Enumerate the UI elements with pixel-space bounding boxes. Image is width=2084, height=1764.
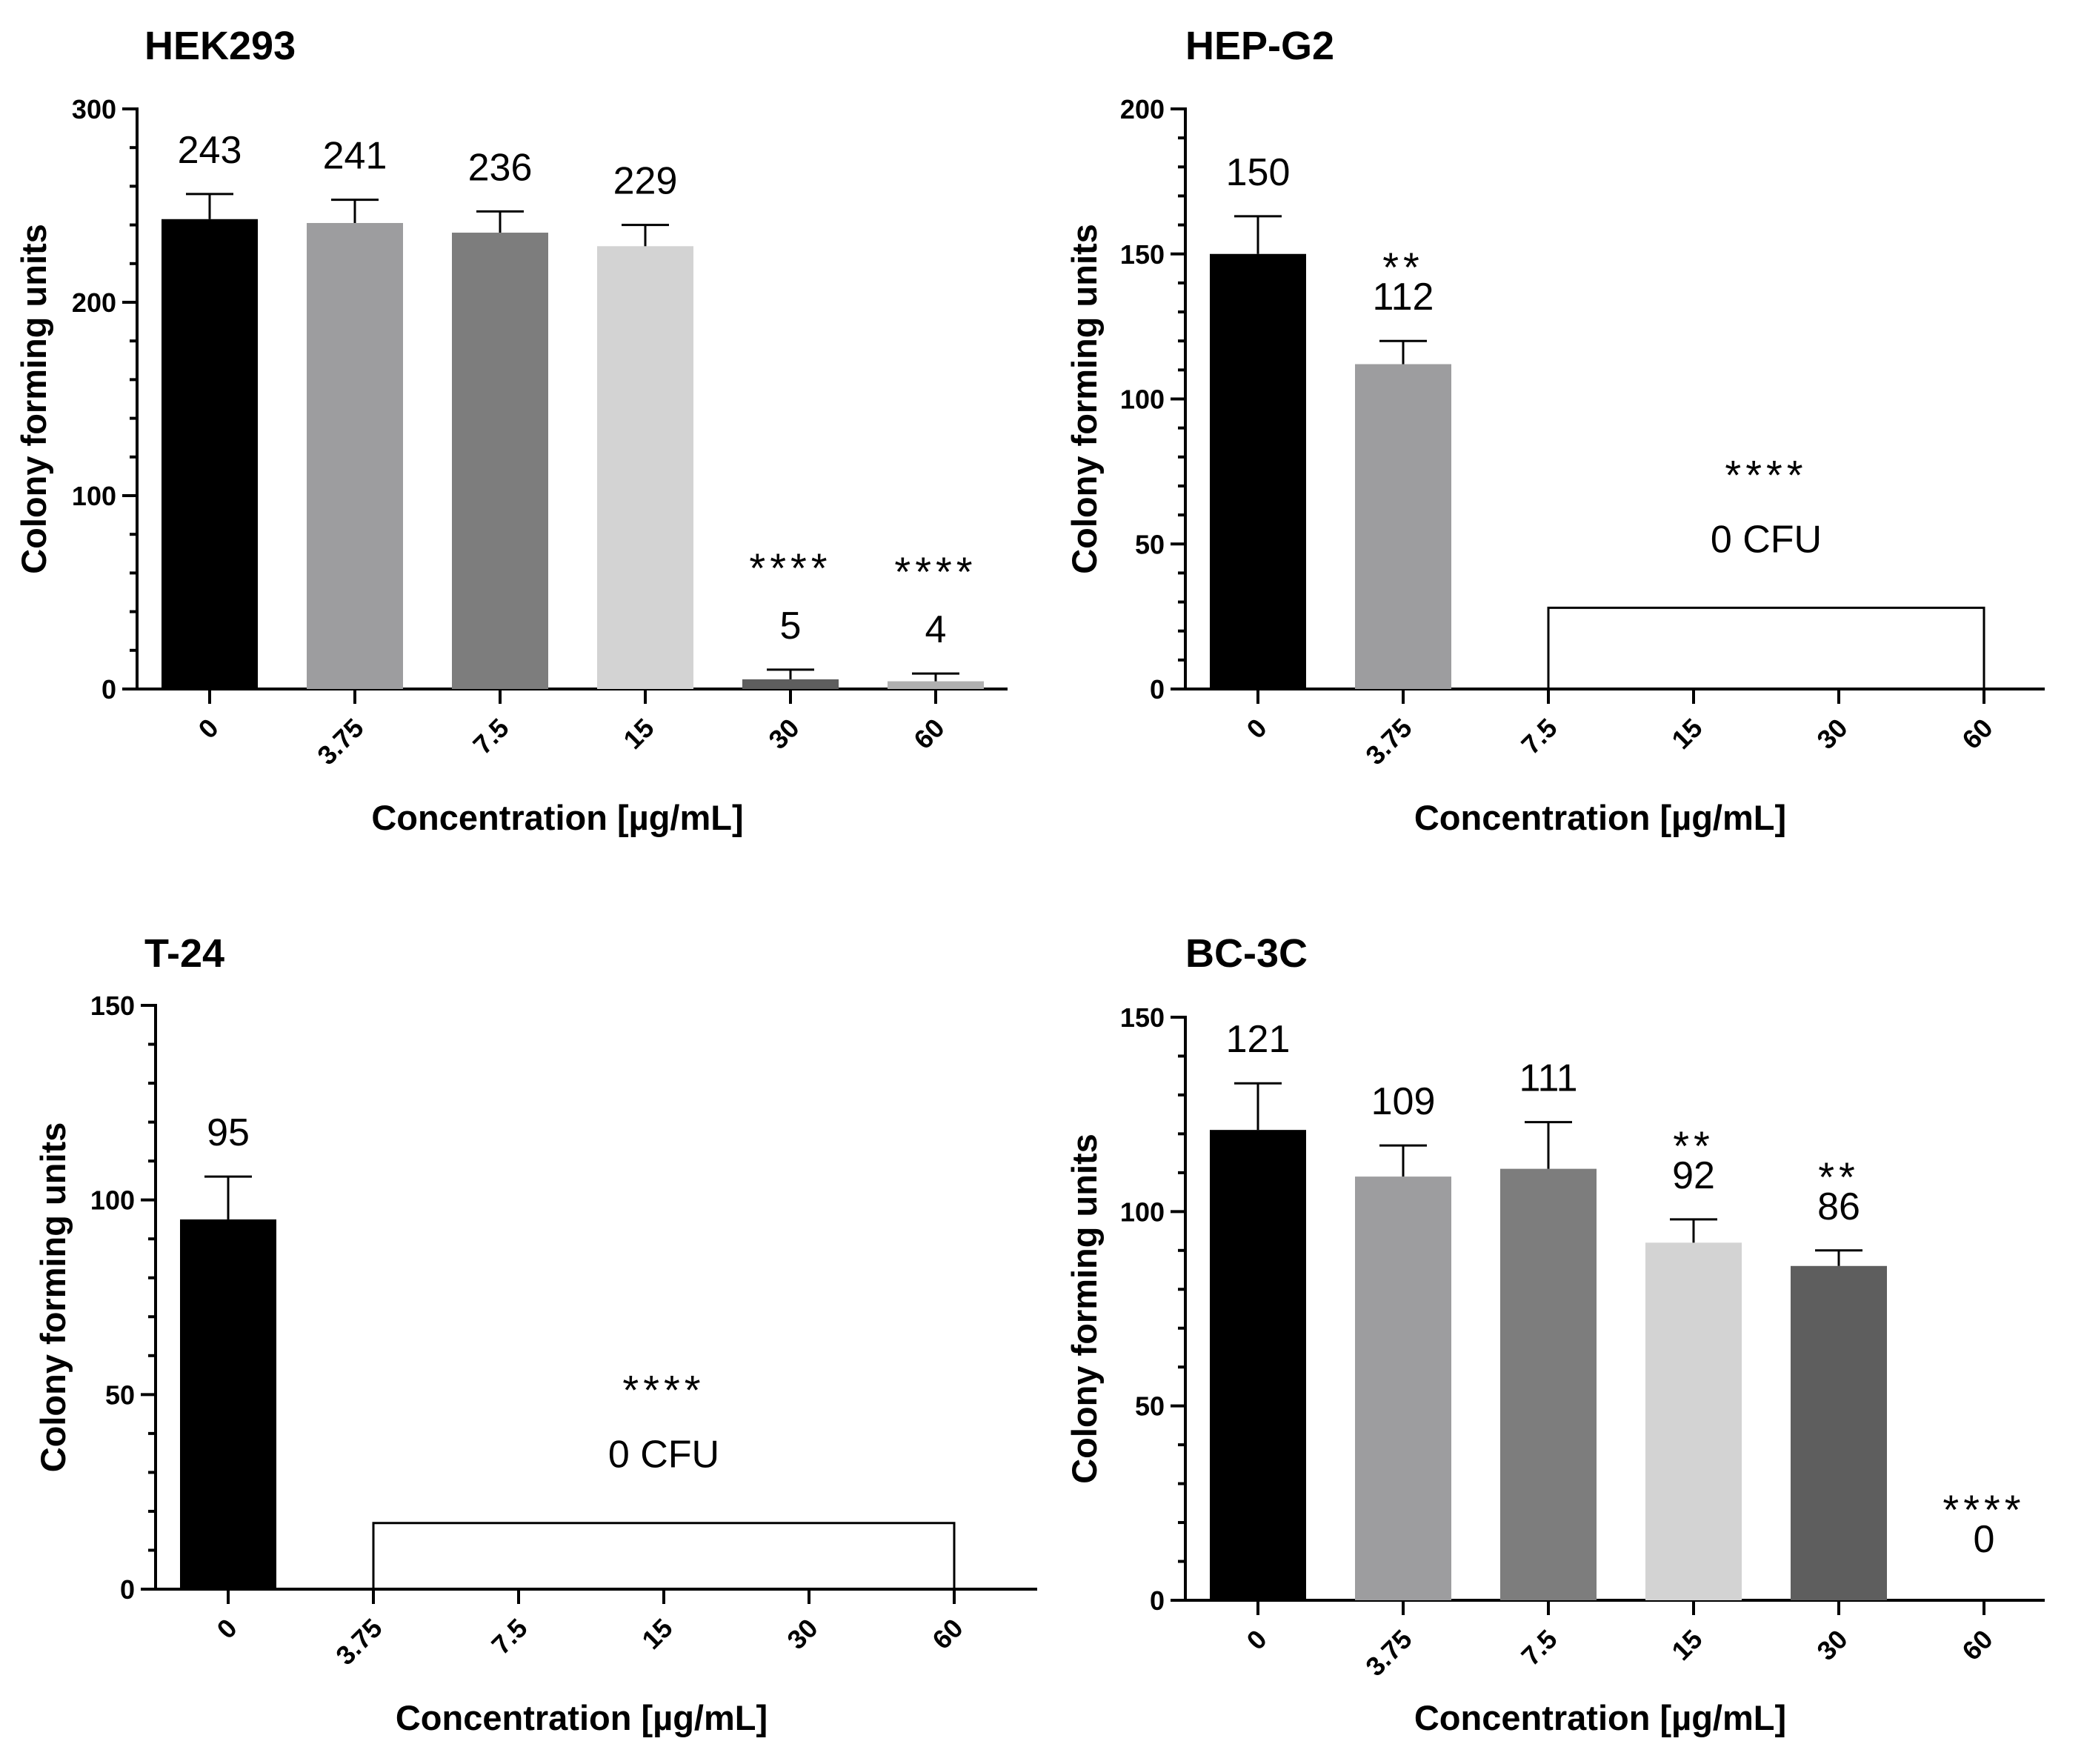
x-tick-label: 60: [1956, 713, 1998, 755]
y-tick-label: 150: [90, 991, 135, 1021]
y-axis-label: Colony forming units: [33, 1122, 73, 1473]
y-tick-label: 50: [1135, 1391, 1165, 1422]
x-tick-label: 7.5: [485, 1613, 533, 1660]
x-tick-label: 7.5: [1515, 1624, 1562, 1671]
significance-label: **: [1673, 1122, 1714, 1169]
y-tick-label: 50: [1135, 529, 1165, 559]
data-label: 111: [1519, 1057, 1577, 1100]
y-axis-label: Colony forming units: [1065, 224, 1104, 574]
data-label: 241: [323, 135, 387, 178]
data-label: 86: [1817, 1185, 1860, 1228]
bar: [1500, 1168, 1597, 1600]
data-label: 92: [1672, 1154, 1715, 1197]
x-tick-label: 15: [636, 1613, 678, 1655]
x-tick-label: 15: [617, 713, 659, 755]
panel-hek293: HEK293 Colony forming units Concentration …: [14, 24, 1008, 837]
bar: [1210, 1130, 1306, 1600]
data-label: 150: [1226, 151, 1291, 194]
x-axis-label: Concentration [µg/mL]: [396, 1698, 768, 1737]
panel-hep-g2: HEP-G2 Colony forming units Concentration …: [1065, 24, 2045, 837]
x-tick-label: 60: [908, 713, 950, 755]
x-tick-label: 0: [1241, 713, 1273, 745]
y-tick-label: 100: [1120, 1196, 1165, 1227]
x-tick-label: 30: [762, 713, 805, 755]
zero-cfu-box: [1547, 606, 1985, 689]
y-tick-label: 100: [72, 481, 116, 511]
x-tick-label: 0: [1241, 1624, 1273, 1656]
bar: [888, 681, 984, 689]
x-tick-label: 60: [926, 1613, 968, 1655]
x-tick-label: 3.75: [1359, 1624, 1418, 1683]
x-tick-label: 3.75: [330, 1613, 388, 1671]
panel-bc-3c: BC-3C Colony forming units Concentration […: [1065, 931, 2045, 1737]
x-axis-label: Concentration [µg/mL]: [371, 798, 743, 837]
x-tick-label: 30: [781, 1613, 823, 1655]
x-tick-label: 15: [1665, 713, 1708, 755]
y-tick-label: 50: [105, 1379, 135, 1410]
bar: [1355, 1176, 1451, 1600]
panel-title: BC-3C: [1185, 931, 1308, 976]
significance-label: ****: [894, 548, 976, 595]
bar: [1355, 364, 1451, 689]
data-label: 229: [613, 160, 678, 203]
data-label: 236: [468, 146, 533, 189]
panel-title: HEK293: [144, 24, 296, 68]
data-label: 5: [780, 605, 802, 648]
y-tick-label: 150: [1120, 1002, 1165, 1033]
significance-label: **: [1382, 244, 1424, 290]
x-tick-label: 3.75: [311, 713, 370, 771]
x-tick-label: 0: [211, 1613, 243, 1645]
significance-label: ****: [622, 1367, 705, 1414]
x-tick-label: 15: [1665, 1624, 1708, 1666]
bar: [597, 246, 693, 689]
y-tick-label: 200: [1120, 94, 1165, 124]
data-label: 95: [207, 1111, 250, 1154]
y-tick-label: 100: [90, 1185, 135, 1216]
y-tick-label: 0: [1150, 674, 1165, 705]
significance-label: ****: [1725, 451, 1807, 498]
x-tick-label: 7.5: [1515, 713, 1562, 760]
x-axis-label: Concentration [µg/mL]: [1414, 1698, 1786, 1737]
bar: [180, 1219, 276, 1589]
data-label: 109: [1371, 1080, 1436, 1123]
y-tick-label: 0: [101, 674, 116, 705]
bar: [162, 219, 258, 689]
x-axis-label: Concentration [µg/mL]: [1414, 798, 1786, 837]
data-label: 0: [1974, 1518, 1995, 1561]
x-tick-label: 0: [193, 713, 224, 745]
data-label: 4: [925, 608, 947, 651]
bar: [452, 233, 548, 689]
data-label: 112: [1373, 276, 1434, 319]
y-tick-label: 150: [1120, 239, 1165, 270]
y-tick-label: 300: [72, 94, 116, 124]
y-tick-label: 200: [72, 287, 116, 318]
zero-cfu-label: 0 CFU: [1711, 518, 1822, 561]
data-label: 121: [1226, 1018, 1291, 1061]
y-axis-label: Colony forming units: [1065, 1134, 1104, 1484]
x-tick-label: 30: [1811, 713, 1853, 755]
x-tick-label: 30: [1811, 1624, 1853, 1666]
data-label: 243: [178, 129, 242, 172]
significance-label: ****: [1942, 1486, 2025, 1533]
x-tick-label: 60: [1956, 1624, 1998, 1666]
significance-label: **: [1818, 1154, 1860, 1200]
y-tick-label: 0: [120, 1574, 135, 1605]
zero-cfu-label: 0 CFU: [608, 1434, 719, 1477]
y-tick-label: 100: [1120, 385, 1165, 415]
y-axis-label: Colony forming units: [14, 224, 53, 574]
panel-t-24: T-24 Colony forming units Concentration [µ…: [33, 931, 1037, 1737]
bar: [742, 679, 839, 689]
significance-label: ****: [749, 545, 831, 591]
panel-title: HEP-G2: [1185, 24, 1334, 68]
bar: [1791, 1265, 1887, 1600]
panel-title: T-24: [144, 931, 224, 976]
zero-cfu-box: [372, 1522, 956, 1589]
bar: [1210, 253, 1306, 689]
bar: [1645, 1242, 1742, 1600]
x-tick-label: 7.5: [467, 713, 514, 760]
y-tick-label: 0: [1150, 1585, 1165, 1616]
bar: [307, 222, 403, 689]
x-tick-label: 3.75: [1359, 713, 1418, 771]
